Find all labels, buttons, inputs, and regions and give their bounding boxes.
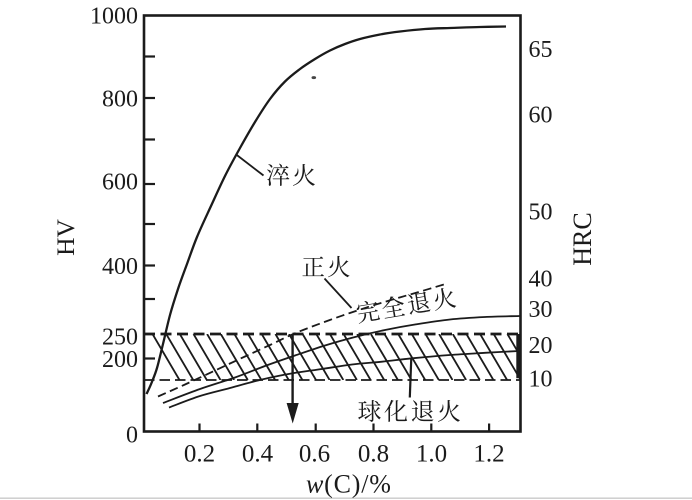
svg-text:1000: 1000 [90, 3, 138, 29]
svg-text:20: 20 [529, 333, 553, 359]
svg-text:400: 400 [102, 254, 138, 280]
svg-text:1.0: 1.0 [416, 441, 447, 468]
svg-text:60: 60 [529, 102, 553, 128]
svg-text:1.2: 1.2 [473, 441, 504, 468]
svg-text:30: 30 [529, 297, 553, 323]
svg-text:200: 200 [102, 347, 138, 373]
svg-text:50: 50 [529, 199, 553, 225]
svg-text:10: 10 [529, 366, 553, 392]
svg-text:HRC: HRC [568, 212, 597, 265]
svg-text:65: 65 [529, 37, 553, 63]
svg-text:40: 40 [529, 266, 553, 292]
svg-text:0.6: 0.6 [299, 441, 330, 468]
svg-text:0.4: 0.4 [242, 441, 274, 468]
svg-text:0.2: 0.2 [184, 441, 215, 468]
svg-text:0.8: 0.8 [358, 441, 389, 468]
svg-text:800: 800 [102, 86, 138, 112]
svg-text:HV: HV [51, 219, 80, 256]
svg-text:250: 250 [102, 324, 138, 350]
svg-text:0: 0 [126, 422, 138, 448]
svg-text:600: 600 [102, 169, 138, 195]
svg-text:w(C)/%: w(C)/% [306, 470, 392, 499]
